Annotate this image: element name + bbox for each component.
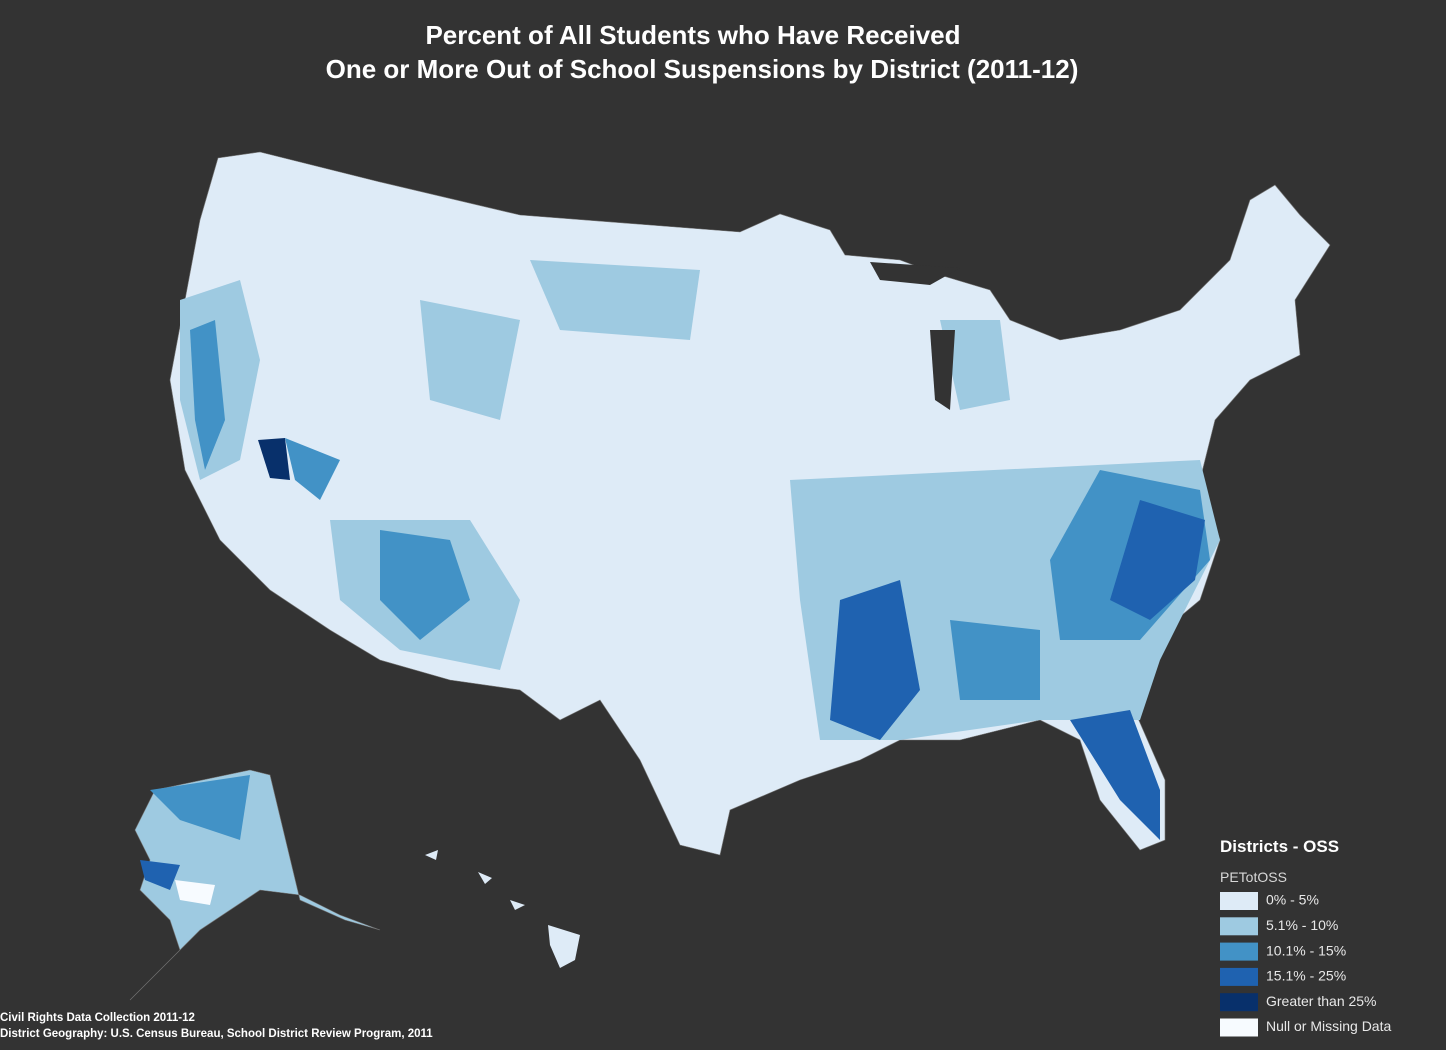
source-line: District Geography: U.S. Census Bureau, … bbox=[0, 1028, 433, 1040]
legend-label: Null or Missing Data bbox=[1266, 1018, 1391, 1034]
legend-swatch bbox=[1220, 892, 1258, 910]
legend-swatch bbox=[1220, 942, 1258, 961]
legend-swatch bbox=[1220, 993, 1258, 1012]
alaska bbox=[129, 769, 381, 1001]
region bbox=[140, 860, 180, 890]
us-map bbox=[129, 151, 1331, 1001]
source-line: Civil Rights Data Collection 2011-12 bbox=[0, 1012, 195, 1024]
legend-label: 5.1% - 10% bbox=[1266, 917, 1338, 933]
region bbox=[190, 320, 225, 470]
legend-label: Greater than 25% bbox=[1266, 993, 1377, 1009]
region bbox=[175, 880, 215, 905]
region bbox=[1110, 500, 1205, 620]
region bbox=[420, 300, 520, 420]
legend-field: PETotOSS bbox=[1220, 869, 1287, 885]
region bbox=[1070, 710, 1160, 840]
legend-swatch bbox=[1220, 917, 1258, 936]
great-lakes bbox=[930, 330, 955, 410]
great-lakes bbox=[870, 262, 960, 285]
region bbox=[940, 320, 1010, 410]
region bbox=[150, 775, 250, 840]
legend-title: Districts - OSS bbox=[1220, 837, 1339, 856]
region bbox=[530, 260, 700, 340]
region bbox=[830, 580, 920, 740]
region bbox=[950, 620, 1040, 700]
legend-swatch bbox=[1220, 967, 1258, 986]
legend: 0% - 5% 5.1% - 10% 10.1% - 15% 15.1% - 25% G… bbox=[1220, 892, 1391, 1037]
hawaii bbox=[425, 850, 580, 968]
region bbox=[285, 438, 340, 500]
legend-label: 15.1% - 25% bbox=[1266, 968, 1346, 984]
legend-label: 10.1% - 15% bbox=[1266, 942, 1346, 958]
title-line: Percent of All Students who Have Receive… bbox=[425, 20, 960, 50]
region bbox=[258, 438, 290, 480]
title-line: One or More Out of School Suspensions by… bbox=[326, 54, 1079, 84]
legend-swatch bbox=[1220, 1018, 1258, 1037]
legend-label: 0% - 5% bbox=[1266, 892, 1319, 908]
region bbox=[380, 530, 470, 640]
